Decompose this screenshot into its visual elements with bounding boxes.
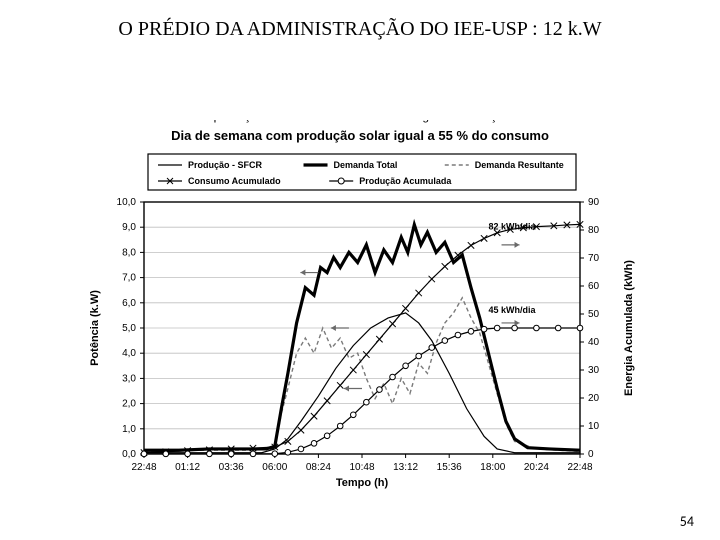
svg-text:30: 30 [588, 365, 600, 376]
svg-text:6,0: 6,0 [122, 298, 136, 309]
svg-text:5,0: 5,0 [122, 323, 136, 334]
svg-text:06:00: 06:00 [262, 462, 287, 473]
svg-text:Dia de semana com produção sol: Dia de semana com produção solar igual a… [171, 128, 549, 143]
svg-text:7,0: 7,0 [122, 273, 136, 284]
chart-container: Influencia da produção de um SFCR na cur… [80, 120, 640, 500]
svg-text:80: 80 [588, 225, 600, 236]
svg-text:0,0: 0,0 [122, 449, 136, 460]
svg-text:13:12: 13:12 [393, 462, 418, 473]
svg-text:2,0: 2,0 [122, 399, 136, 410]
svg-text:60: 60 [588, 281, 600, 292]
svg-text:Tempo (h): Tempo (h) [336, 477, 389, 489]
svg-text:22:48: 22:48 [131, 462, 156, 473]
svg-text:Demanda Resultante: Demanda Resultante [475, 160, 564, 170]
svg-text:8,0: 8,0 [122, 247, 136, 258]
svg-text:08:24: 08:24 [306, 462, 331, 473]
svg-text:Influencia da produção de um S: Influencia da produção de um SFCR na cur… [142, 120, 578, 123]
svg-text:18:00: 18:00 [480, 462, 505, 473]
svg-text:45 kWh/dia: 45 kWh/dia [488, 305, 536, 315]
svg-text:4,0: 4,0 [122, 348, 136, 359]
page-heading: O PRÉDIO DA ADMINISTRAÇÃO DO IEE-USP : 1… [0, 18, 720, 41]
svg-text:70: 70 [588, 253, 600, 264]
page-number: 54 [680, 513, 694, 530]
svg-text:Consumo Acumulado: Consumo Acumulado [188, 176, 281, 186]
svg-text:22:48: 22:48 [567, 462, 592, 473]
svg-text:20: 20 [588, 393, 600, 404]
svg-text:10: 10 [588, 421, 600, 432]
svg-text:Potência (k.W): Potência (k.W) [89, 290, 101, 366]
svg-text:1,0: 1,0 [122, 424, 136, 435]
svg-text:40: 40 [588, 337, 600, 348]
svg-text:01:12: 01:12 [175, 462, 200, 473]
svg-text:50: 50 [588, 309, 600, 320]
svg-text:3,0: 3,0 [122, 373, 136, 384]
svg-text:10:48: 10:48 [349, 462, 374, 473]
svg-text:Produção Acumulada: Produção Acumulada [359, 176, 452, 186]
svg-text:Energia Acumulada (kWh): Energia Acumulada (kWh) [623, 260, 635, 396]
svg-text:82 kWh/dia: 82 kWh/dia [488, 222, 536, 232]
chart-svg: Influencia da produção de um SFCR na cur… [80, 120, 640, 500]
svg-text:03:36: 03:36 [219, 462, 244, 473]
svg-text:20:24: 20:24 [524, 462, 549, 473]
svg-text:9,0: 9,0 [122, 222, 136, 233]
svg-text:90: 90 [588, 197, 600, 208]
svg-text:10,0: 10,0 [117, 197, 137, 208]
svg-text:Demanda Total: Demanda Total [334, 160, 398, 170]
svg-text:15:36: 15:36 [437, 462, 462, 473]
svg-text:Produção - SFCR: Produção - SFCR [188, 160, 263, 170]
svg-text:0: 0 [588, 449, 594, 460]
